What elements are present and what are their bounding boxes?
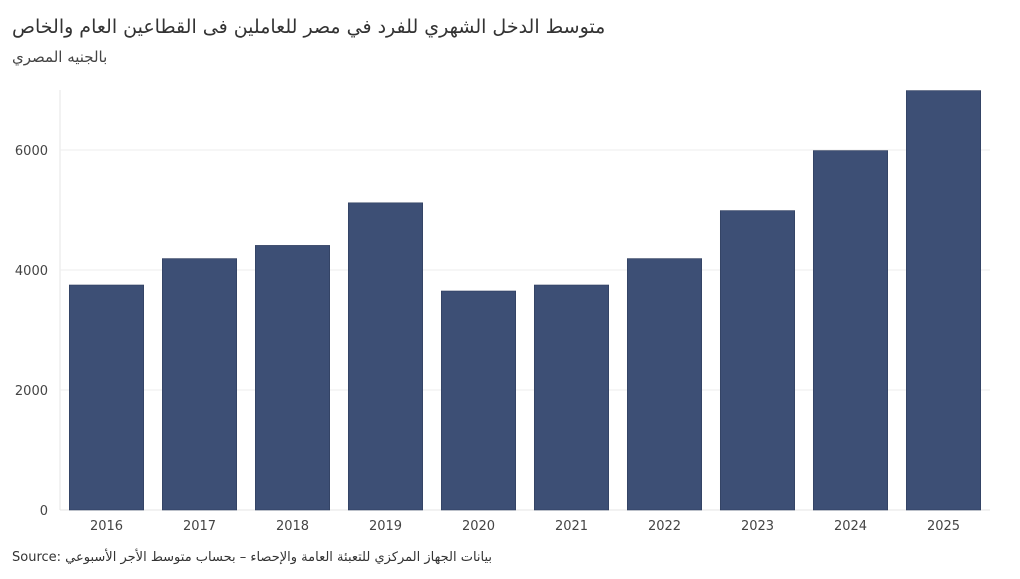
- bar-2019: [347, 202, 423, 511]
- bar-2023: [719, 210, 795, 511]
- bar-2021: [533, 284, 609, 511]
- chart-subtitle: بالجنيه المصري: [12, 48, 108, 66]
- x-tick-label: 2018: [276, 519, 309, 534]
- x-tick-label: 2022: [648, 519, 681, 534]
- bar-2016: [69, 284, 145, 511]
- x-tick-label: 2023: [741, 519, 774, 534]
- bar-2022: [626, 258, 702, 511]
- x-tick-label: 2016: [90, 519, 123, 534]
- x-tick-label: 2021: [555, 519, 588, 534]
- bar-2024: [812, 150, 888, 511]
- x-tick-label: 2020: [462, 519, 495, 534]
- bar-2017: [162, 258, 238, 511]
- y-tick-label: 4000: [15, 264, 48, 279]
- source-text: بيانات الجهاز المركزي للتعبئة العامة وال…: [65, 550, 493, 565]
- x-tick-label: 2017: [183, 519, 216, 534]
- bar-2018: [255, 245, 331, 511]
- source-prefix: Source:: [12, 550, 62, 565]
- y-tick-label: 0: [40, 504, 48, 519]
- x-tick-label: 2024: [834, 519, 867, 534]
- bars: [69, 90, 981, 511]
- x-tick-label: 2025: [927, 519, 960, 534]
- x-tick-label: 2019: [369, 519, 402, 534]
- bar-2020: [440, 290, 516, 511]
- y-tick-label: 6000: [15, 144, 48, 159]
- bar-2025: [905, 90, 981, 511]
- chart-title: متوسط الدخل الشهري للفرد في مصر للعاملين…: [12, 16, 606, 38]
- y-axis-ticks: 0 2000 4000 6000: [15, 144, 48, 519]
- y-tick-label: 2000: [15, 384, 48, 399]
- source-note: Source: بيانات الجهاز المركزي للتعبئة ال…: [12, 550, 492, 565]
- x-axis-ticks: 2016 2017 2018 2019 2020 2021 2022 2023 2024 2025: [90, 519, 960, 534]
